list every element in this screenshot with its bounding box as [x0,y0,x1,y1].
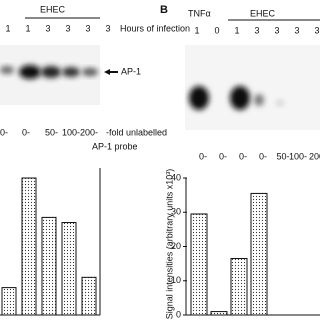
treatment-label: TNFα [188,8,211,18]
bar [250,192,268,316]
probe-amount: 0- [0,127,8,137]
probe-amount: 0- [259,151,267,161]
blot-a [0,45,100,105]
lane-label: 1 [5,23,10,33]
lane-label: 3 [274,25,279,35]
lane-label: 3 [65,23,70,33]
lane-label: 3 [105,23,110,33]
lane-label: 3 [85,23,90,33]
lane-label: 3 [254,25,259,35]
blot-b [185,45,320,130]
probe-note: -fold unlabelled [106,127,167,137]
panel-letter: B [160,4,168,16]
lane-label: 1 [234,25,239,35]
probe-amount: 100- [62,127,80,137]
lane-label: 0 [214,25,219,35]
probe-amount: 50- [276,151,289,161]
bar [61,222,77,316]
row-label: Hours of infection [120,23,190,33]
y-tick-label: 30 [171,207,181,217]
group-label: EHEC [250,8,276,18]
bar [1,287,17,316]
y-tick-label: 20 [171,241,181,251]
bar [41,216,57,316]
y-tick-label: 40 [171,172,181,182]
probe-amount: 100- [289,151,307,161]
probe-amount: 0- [219,151,227,161]
bar [210,311,228,316]
probe-amount: 0- [239,151,247,161]
bar [230,257,248,316]
lane-label: 3 [314,25,319,35]
bar [81,276,97,316]
probe-amount: 0- [199,151,207,161]
y-tick-label: 0 [176,309,181,319]
probe-amount: 200- [80,127,98,137]
band-arrow [104,69,118,75]
y-tick-label: 10 [171,275,181,285]
group-label: EHEC [40,4,66,14]
bar [21,177,37,316]
probe-amount: 200- [309,151,320,161]
y-axis-label: Signal intensities (arbitrary units x10³… [164,169,174,320]
probe-amount: 50- [45,127,58,137]
bar [190,213,208,316]
probe-amount: 0- [22,127,30,137]
band-label: AP-1 [121,66,141,76]
lane-label: 1 [25,23,30,33]
lane-label: 3 [45,23,50,33]
lane-label: 1 [194,25,199,35]
lane-label: 3 [294,25,299,35]
probe-note: AP-1 probe [92,141,138,151]
